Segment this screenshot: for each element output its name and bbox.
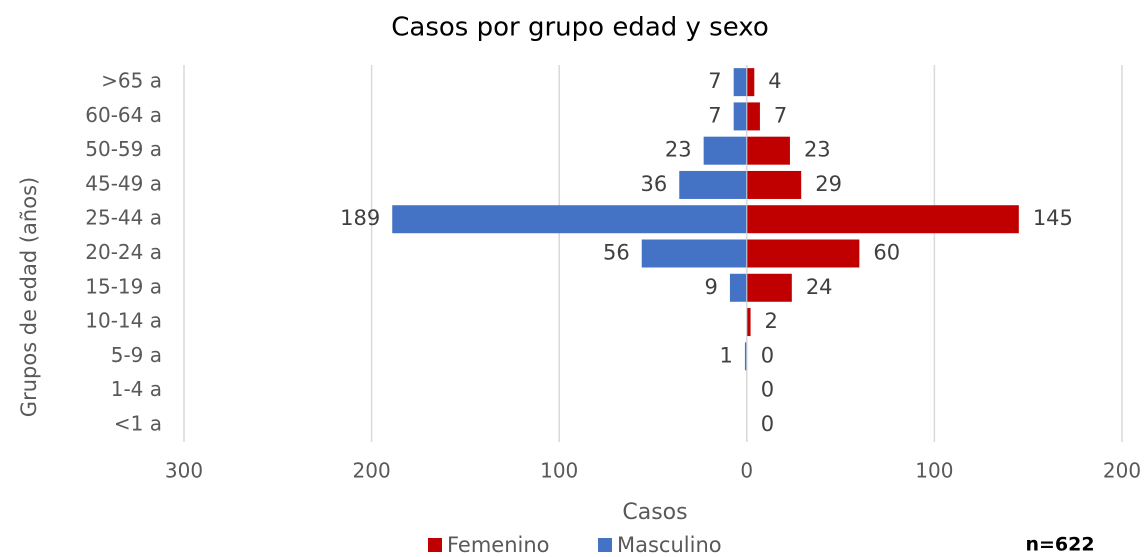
y-tick-label: 5-9 a [111,343,162,367]
data-label: 0 [761,412,774,436]
x-tick-label: 100 [540,459,578,483]
annotation: n=622 [1025,534,1094,556]
y-tick-label: <1 a [114,411,162,435]
y-tick-label: 20-24 a [85,240,162,264]
chart-title: Casos por grupo edad y sexo [391,13,769,43]
data-label: 36 [641,172,668,196]
bar [746,136,790,165]
data-label: 60 [873,241,900,265]
bar [746,273,792,302]
bar [703,136,747,165]
y-tick-label: 25-44 a [85,206,162,230]
y-axis-title: Grupos de edad (años) [17,177,41,417]
data-label: 7 [708,103,721,127]
bar [746,68,755,97]
data-label: 189 [340,206,380,230]
y-tick-label: 10-14 a [85,309,162,333]
bar [733,68,747,97]
x-axis-title: Casos [622,500,687,525]
bar [744,342,747,371]
bar [746,308,751,337]
x-tick-label: 100 [915,459,953,483]
legend-label: Femenino [447,533,550,557]
bar [746,102,760,131]
legend-swatch [428,538,442,552]
x-tick-label: 0 [740,459,753,483]
y-tick-label: >65 a [101,69,162,93]
bar [392,205,747,234]
legend-label: Masculino [617,533,722,557]
data-label: 56 [603,241,630,265]
data-label: 29 [815,172,842,196]
data-label: 145 [1033,206,1073,230]
data-label: 23 [804,138,831,162]
bar [679,170,747,199]
y-tick-label: 45-49 a [85,171,162,195]
bar [746,239,860,268]
x-tick-label: 300 [165,459,203,483]
data-label: 2 [765,309,778,333]
data-label: 24 [806,275,833,299]
y-tick-label: 50-59 a [85,137,162,161]
y-tick-label: 60-64 a [85,103,162,127]
data-label: 7 [774,103,787,127]
data-label: 7 [708,69,721,93]
bar [746,205,1019,234]
bar [729,273,747,302]
bar [733,102,747,131]
data-label: 0 [761,378,774,402]
bar [746,170,802,199]
data-label: 1 [720,343,733,367]
y-tick-label: 15-19 a [85,274,162,298]
bar [641,239,747,268]
data-label: 23 [665,138,692,162]
y-tick-label: 1-4 a [111,377,162,401]
legend-swatch [598,538,612,552]
x-tick-label: 200 [353,459,391,483]
x-tick-label: 200 [1103,459,1141,483]
data-label: 0 [761,343,774,367]
data-label: 9 [705,275,718,299]
data-label: 4 [768,69,781,93]
